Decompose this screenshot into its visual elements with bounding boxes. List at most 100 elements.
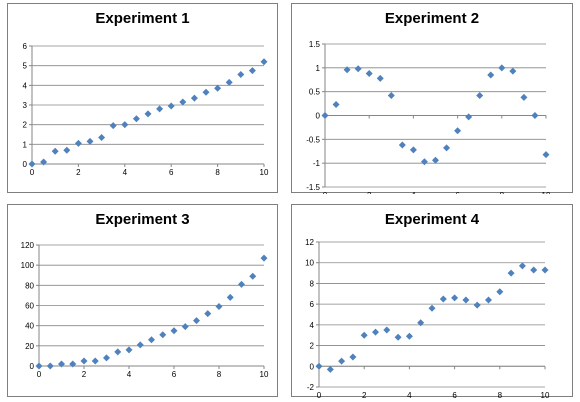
data-point <box>315 362 323 370</box>
x-tick-label: 0 <box>37 370 42 379</box>
data-point <box>473 301 481 309</box>
data-point <box>454 127 462 135</box>
chart-panel-3: Experiment 3 0 20 40 60 80 100 120 0 2 4 6 8 10 <box>7 204 278 397</box>
chart-title: Experiment 2 <box>384 10 480 27</box>
data-point <box>365 70 373 78</box>
y-tick-label: 0 <box>316 112 321 121</box>
y-tick-label: 0 <box>310 362 315 371</box>
x-tick-label: 10 <box>260 370 269 379</box>
chart-panel-1: Experiment 1 0 1 2 3 4 5 6 0 2 4 6 8 10 <box>7 3 278 193</box>
data-point <box>204 310 212 318</box>
data-point <box>476 91 484 99</box>
x-tick-label: 10 <box>541 391 550 398</box>
data-point <box>215 303 223 311</box>
y-tick-label: -1.5 <box>306 183 320 192</box>
data-point <box>332 101 340 109</box>
data-point <box>238 280 245 288</box>
y-tick-label: 10 <box>305 259 314 268</box>
y-tick-label: 20 <box>25 342 34 351</box>
data-point <box>487 71 495 79</box>
data-point <box>202 88 210 96</box>
y-tick-label: 2 <box>23 121 28 130</box>
y-tick-label: 1 <box>316 64 321 73</box>
x-tick-label: 4 <box>411 191 416 194</box>
y-tick-label: 100 <box>21 261 35 270</box>
data-point <box>485 296 492 304</box>
data-point <box>181 323 189 331</box>
y-tick-label: -2 <box>307 383 315 392</box>
data-point <box>428 304 436 312</box>
x-tick-label: 8 <box>500 191 505 194</box>
x-tick-label: 4 <box>127 370 132 379</box>
data-point <box>531 112 539 119</box>
x-tick-label: 0 <box>323 191 328 194</box>
y-tick-label: 0 <box>23 160 28 169</box>
y-tick-label: 6 <box>310 300 315 309</box>
data-point <box>354 65 362 73</box>
data-point <box>496 288 504 296</box>
data-point <box>136 341 144 349</box>
data-point <box>51 147 59 155</box>
y-tick-label: 1.5 <box>309 40 321 49</box>
data-point <box>451 294 459 302</box>
data-point <box>159 331 167 339</box>
data-point <box>462 296 470 304</box>
data-point <box>260 58 268 66</box>
data-point <box>214 84 222 92</box>
y-tick-label: 120 <box>21 241 35 250</box>
y-tick-label: 2 <box>310 342 315 351</box>
data-point <box>132 115 140 123</box>
x-tick-label: 6 <box>452 391 457 398</box>
x-tick-label: 6 <box>169 168 174 177</box>
data-point <box>103 354 110 362</box>
data-point <box>237 71 245 79</box>
data-point <box>114 348 122 356</box>
data-point <box>125 346 133 354</box>
y-tick-label: 1 <box>23 140 28 149</box>
y-tick-label: 80 <box>25 281 34 290</box>
y-tick-label: 4 <box>310 321 315 330</box>
x-tick-label: 2 <box>362 391 367 398</box>
data-point <box>35 362 43 370</box>
data-point <box>420 158 428 166</box>
data-point <box>398 141 406 149</box>
data-point <box>248 67 256 75</box>
data-point <box>179 98 187 106</box>
data-point <box>383 326 391 334</box>
data-point <box>443 144 451 152</box>
y-tick-label: 40 <box>25 322 34 331</box>
data-point <box>63 146 71 154</box>
x-tick-label: 4 <box>123 168 128 177</box>
x-tick-label: 10 <box>542 191 551 194</box>
data-point <box>518 262 526 270</box>
chart-panel-4: Experiment 4 -2 0 2 4 6 8 10 12 0 2 4 6 8 10 <box>291 204 573 398</box>
data-point <box>28 160 36 168</box>
data-point <box>167 102 175 110</box>
y-tick-label: 4 <box>23 81 28 90</box>
data-point <box>439 295 447 303</box>
data-point <box>91 357 99 365</box>
data-point <box>46 362 54 370</box>
data-point <box>405 332 413 340</box>
y-tick-label: 6 <box>23 42 28 51</box>
data-point <box>520 93 528 101</box>
data-point <box>509 67 517 75</box>
data-point <box>260 254 268 262</box>
y-tick-label: 8 <box>310 279 315 288</box>
data-point <box>69 360 77 368</box>
data-point <box>372 328 379 336</box>
y-tick-label: -0.5 <box>306 135 320 144</box>
data-point <box>80 357 88 365</box>
x-tick-label: 4 <box>407 391 412 398</box>
chart-plot: 0 1 2 3 4 5 6 0 2 4 6 8 10 <box>23 42 269 177</box>
data-point <box>225 78 233 86</box>
x-tick-label: 2 <box>76 168 81 177</box>
data-point <box>40 158 48 166</box>
x-tick-label: 6 <box>455 191 460 194</box>
data-point <box>86 137 94 145</box>
data-point <box>321 112 329 119</box>
data-point <box>109 122 117 130</box>
data-point <box>121 121 129 129</box>
